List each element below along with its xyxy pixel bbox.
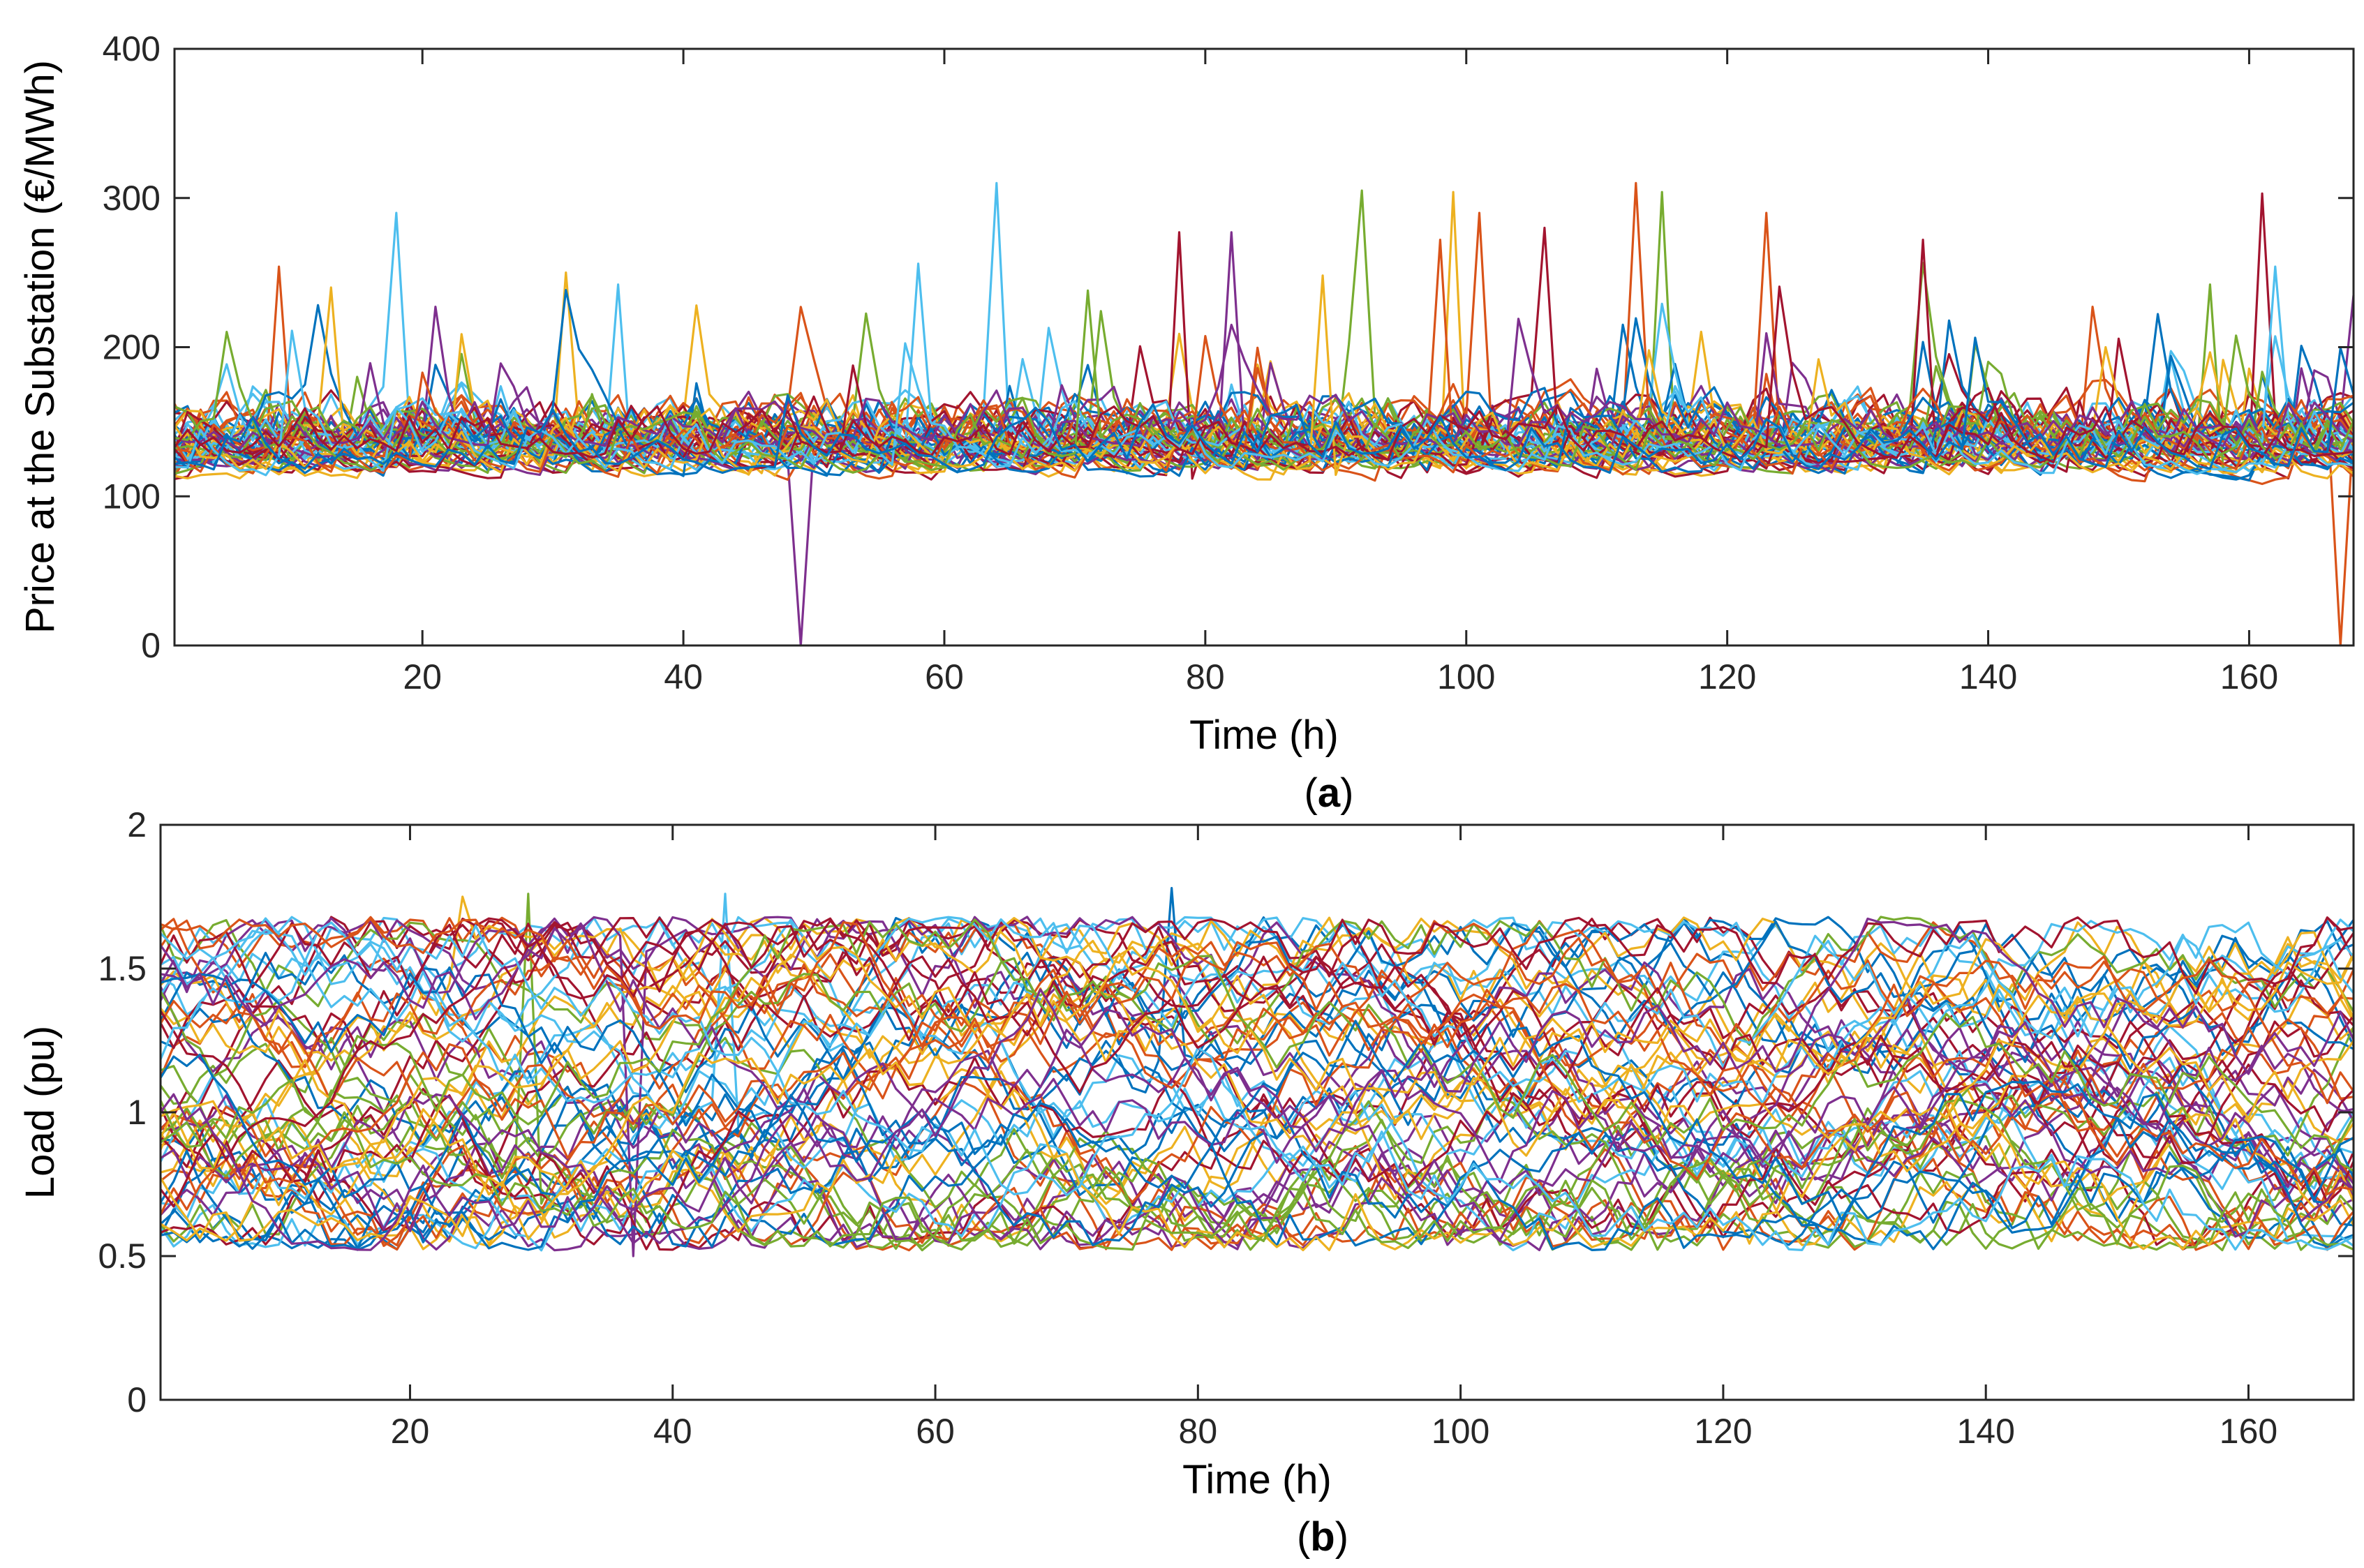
load-series-20 [159,893,2354,1250]
y-axis-label-a: Price at the Substation (€/MWh) [17,60,63,634]
y-tick-label-b-2: 2 [127,805,147,844]
y-tick-label-a-400: 400 [103,29,161,68]
load-series-38 [160,917,2355,1242]
load-series-14 [159,916,2355,1251]
series-group-a [173,181,2355,647]
load-series-19 [159,919,2355,1250]
price-series-45 [173,274,2354,481]
x-axis-label-a: Time (h) [1189,712,1339,758]
load-series-56 [159,916,2354,1208]
load-series-23 [159,1105,2355,1251]
x-tick-label-b-100: 100 [1432,1412,1489,1451]
x-tick-label-a-40: 40 [664,657,703,696]
price-series-46 [174,323,2354,451]
x-tick-label-b-160: 160 [2220,1412,2277,1451]
y-tick-label-b-1: 1 [127,1093,147,1132]
load-series-52 [160,935,2355,1171]
load-series-21 [159,916,2355,1232]
plot-area-a [174,49,2354,645]
load-series-48 [159,916,2355,1104]
load-series-55 [159,917,2354,1251]
caption-a: (a) [1304,770,1354,816]
x-tick-label-b-120: 120 [1694,1412,1752,1451]
y-tick-label-a-300: 300 [103,179,161,218]
load-series-35 [159,916,2355,1234]
load-series-60 [159,917,2355,1251]
load-series-33 [159,990,2355,1252]
price-series-32 [173,231,2355,476]
price-series-44 [173,346,2354,479]
chart-panel-a: 20 40 60 80 100 120 140 160 0 100 200 300 400 Time (… [17,29,2355,816]
x-tick-label-a-160: 160 [2220,657,2278,696]
caption-b-close: ) [1335,1514,1348,1560]
x-axis-label-b: Time (h) [1182,1457,1332,1502]
price-series-49 [173,285,2354,463]
y-tick-label-b-1.5: 1.5 [98,949,147,988]
load-series-24 [159,895,2355,1085]
load-series-50 [160,966,2355,1251]
x-tick-label-b-40: 40 [653,1412,692,1451]
load-series-43 [159,1050,2355,1250]
price-series-50 [174,336,2355,475]
load-series-58 [160,917,2355,1107]
load-series-59 [159,938,2355,1242]
x-tick-label-b-20: 20 [391,1412,430,1451]
load-series-2 [159,957,2355,1250]
caption-a-close: ) [1340,770,1353,816]
caption-b: (b) [1297,1514,1348,1560]
x-tick-label-a-120: 120 [1698,657,1756,696]
x-tick-label-b-80: 80 [1179,1412,1218,1451]
load-series-36 [160,920,2354,1250]
x-tick-label-b-140: 140 [1956,1412,2014,1451]
ticks-a: 20 40 60 80 100 120 140 160 0 100 200 300 400 [103,29,2354,696]
series-group-b [159,887,2355,1257]
load-series-11 [159,986,2355,1249]
load-series-27 [159,916,2355,1052]
y-tick-label-a-200: 200 [103,328,161,367]
load-series-30 [160,921,2355,1247]
x-tick-label-a-80: 80 [1186,657,1225,696]
x-tick-label-a-20: 20 [403,657,442,696]
ticks-b: 20 40 60 80 100 120 140 160 0 0.5 1 1.5 2 [98,805,2354,1451]
load-series-57 [159,1020,2354,1251]
x-tick-label-a-60: 60 [925,657,964,696]
y-tick-label-b-0.5: 0.5 [98,1237,147,1276]
load-series-54 [159,918,2354,1172]
x-tick-label-a-140: 140 [1959,657,2017,696]
x-tick-label-a-100: 100 [1437,657,1495,696]
y-axis-label-b: Load (pu) [17,1026,63,1199]
caption-b-letter: b [1310,1514,1335,1560]
y-tick-label-a-0: 0 [141,626,161,665]
x-tick-label-b-60: 60 [916,1412,955,1451]
caption-b-open: ( [1297,1514,1310,1560]
price-series-43 [174,407,2354,481]
caption-a-letter: a [1318,770,1341,816]
chart-panel-b: 20 40 60 80 100 120 140 160 0 0.5 1 1.5 2 Time (h) L… [17,805,2355,1560]
caption-a-open: ( [1304,770,1318,816]
y-tick-label-a-100: 100 [103,477,161,516]
load-series-44 [159,918,2354,1110]
load-series-47 [160,1098,2354,1251]
y-tick-label-b-0: 0 [127,1380,147,1419]
